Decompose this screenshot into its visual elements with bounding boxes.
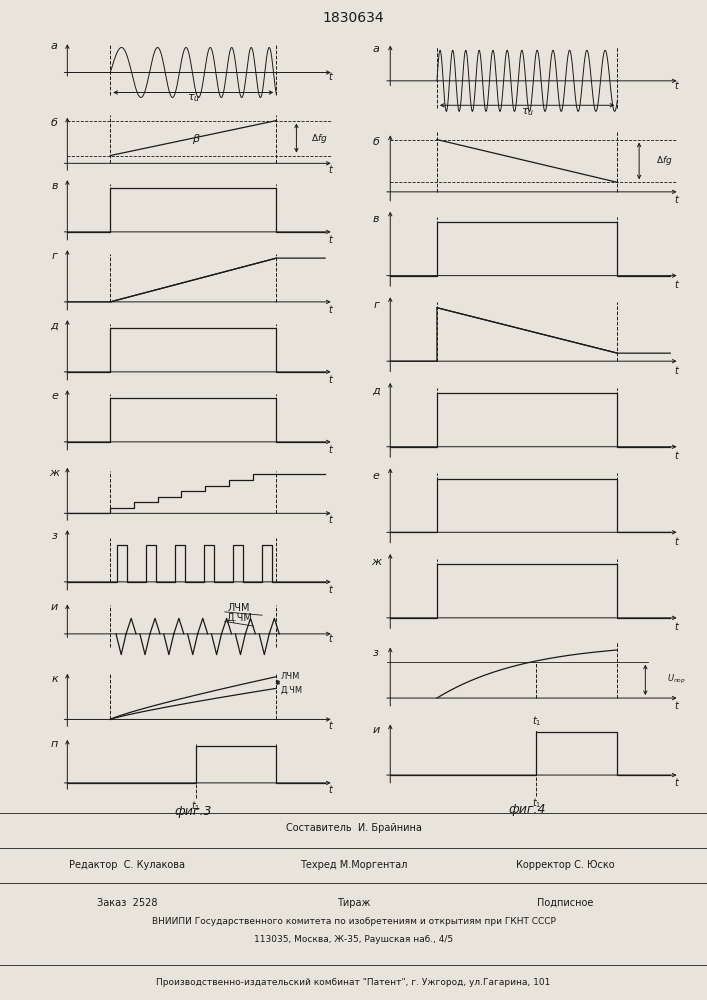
Text: ЛЧМ: ЛЧМ	[281, 672, 300, 681]
Text: t: t	[329, 785, 333, 795]
Text: 1830634: 1830634	[322, 10, 385, 24]
Text: $\tau_u$: $\tau_u$	[187, 92, 200, 104]
Text: t: t	[674, 537, 679, 547]
Text: t: t	[674, 451, 679, 461]
Text: Д.ЧМ: Д.ЧМ	[281, 686, 303, 695]
Text: е: е	[373, 471, 380, 481]
Text: ВНИИПИ Государственного комитета по изобретениям и открытиям при ГКНТ СССР: ВНИИПИ Государственного комитета по изоб…	[151, 918, 556, 926]
Text: ж: ж	[371, 557, 381, 567]
Text: t: t	[674, 195, 679, 205]
Text: t: t	[674, 622, 679, 632]
Text: $t_1$: $t_1$	[532, 714, 541, 728]
Text: в: в	[373, 214, 380, 224]
Text: и: и	[51, 602, 58, 612]
Text: к: к	[51, 674, 58, 684]
Text: t: t	[329, 515, 333, 525]
Text: ЛЧМ: ЛЧМ	[228, 603, 250, 613]
Text: ж: ж	[49, 468, 59, 478]
Text: б: б	[51, 117, 58, 127]
Text: 113035, Москва, Ж-35, Раушская наб., 4/5: 113035, Москва, Ж-35, Раушская наб., 4/5	[254, 935, 453, 944]
Text: Тираж: Тираж	[337, 898, 370, 908]
Text: фиг.3: фиг.3	[175, 805, 212, 818]
Text: д: д	[51, 321, 59, 331]
Text: $U_{пор}$: $U_{пор}$	[667, 673, 686, 686]
Text: з: з	[373, 648, 379, 658]
Text: $\beta$: $\beta$	[192, 132, 201, 146]
Text: в: в	[51, 181, 58, 191]
Text: t: t	[329, 375, 333, 385]
Text: г: г	[373, 300, 379, 310]
Text: t: t	[329, 235, 333, 245]
Text: г: г	[52, 251, 57, 261]
Text: и: и	[373, 725, 380, 735]
Text: $t_1$: $t_1$	[192, 799, 201, 813]
Text: t: t	[329, 165, 333, 175]
Text: t: t	[674, 778, 679, 788]
Text: t: t	[329, 721, 333, 731]
Text: t: t	[674, 366, 679, 376]
Text: $\tau_u$: $\tau_u$	[520, 106, 534, 118]
Text: t: t	[329, 445, 333, 455]
Text: а: а	[51, 41, 58, 51]
Text: Заказ  2528: Заказ 2528	[97, 898, 158, 908]
Text: п: п	[51, 739, 58, 749]
Text: $t_1$: $t_1$	[532, 796, 541, 810]
Text: t: t	[674, 701, 679, 711]
Text: t: t	[329, 72, 333, 82]
Text: д: д	[373, 386, 380, 396]
Text: t: t	[329, 585, 333, 595]
Text: з: з	[52, 531, 57, 541]
Text: б: б	[373, 137, 380, 147]
Text: Производственно-издательский комбинат "Патент", г. Ужгород, ул.Гагарина, 101: Производственно-издательский комбинат "П…	[156, 978, 551, 987]
Text: е: е	[51, 391, 58, 401]
Text: Редактор  С. Кулакова: Редактор С. Кулакова	[69, 860, 185, 870]
Text: Составитель  И. Брайнина: Составитель И. Брайнина	[286, 823, 421, 833]
Text: Д.ЧМ: Д.ЧМ	[226, 613, 252, 623]
Text: $\Delta fg$: $\Delta fg$	[655, 154, 672, 167]
Text: t: t	[674, 81, 679, 91]
Text: t: t	[674, 280, 679, 290]
Text: а: а	[373, 44, 380, 54]
Text: Подписное: Подписное	[537, 898, 594, 908]
Text: Корректор С. Юско: Корректор С. Юско	[516, 860, 615, 870]
Text: $\Delta fg$: $\Delta fg$	[311, 132, 327, 145]
Text: фиг.4: фиг.4	[508, 803, 546, 816]
Text: t: t	[329, 305, 333, 315]
Text: t: t	[329, 634, 333, 644]
Text: Техред М.Моргентал: Техред М.Моргентал	[300, 860, 407, 870]
